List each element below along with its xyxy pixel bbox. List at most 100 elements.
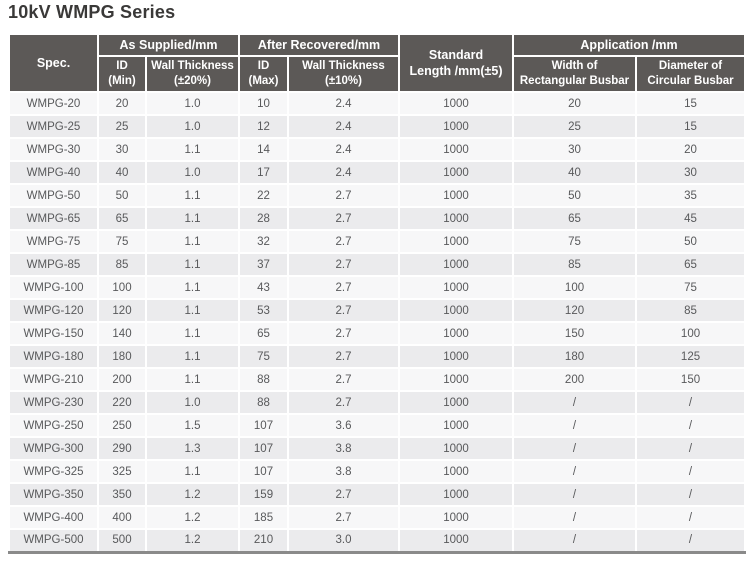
value-cell: / — [512, 413, 638, 438]
header-id-max-line1: ID — [257, 60, 270, 73]
value-cell: 2.7 — [286, 298, 401, 323]
table-header: Spec. As Supplied/mm After Recovered/mm … — [8, 33, 747, 93]
value-cell: 1.0 — [145, 91, 240, 116]
value-cell: 250 — [97, 413, 147, 438]
header-group-row: Spec. As Supplied/mm After Recovered/mm … — [8, 33, 747, 93]
value-cell: 3.8 — [286, 436, 401, 461]
value-cell: 1000 — [398, 413, 515, 438]
value-cell: 200 — [97, 367, 147, 392]
value-cell: 88 — [238, 390, 289, 415]
value-cell: 1000 — [398, 252, 515, 277]
header-group-after-recovered: After Recovered/mm — [237, 33, 401, 57]
value-cell: 2.7 — [286, 229, 401, 254]
spec-cell: WMPG-40 — [8, 160, 99, 185]
value-cell: 2.7 — [286, 252, 401, 277]
value-cell: 20 — [635, 137, 747, 162]
value-cell: 1.5 — [145, 413, 240, 438]
value-cell: / — [512, 505, 638, 530]
value-cell: 37 — [238, 252, 289, 277]
spec-cell: WMPG-75 — [8, 229, 99, 254]
value-cell: 150 — [635, 367, 747, 392]
value-cell: 1.1 — [145, 459, 240, 484]
spec-table: Spec. As Supplied/mm After Recovered/mm … — [8, 33, 747, 554]
value-cell: 100 — [512, 275, 638, 300]
value-cell: 290 — [97, 436, 147, 461]
value-cell: 1.1 — [145, 229, 240, 254]
value-cell: 1000 — [398, 183, 515, 208]
value-cell: 20 — [512, 91, 638, 116]
value-cell: 2.4 — [286, 137, 401, 162]
value-cell: 1000 — [398, 321, 515, 346]
value-cell: 20 — [97, 91, 147, 116]
header-sub-row: ID (Min) Wall Thickness (±20%) ID (Max) … — [9, 55, 747, 93]
header-id-max: ID (Max) — [238, 55, 289, 93]
value-cell: 30 — [635, 160, 747, 185]
value-cell: 22 — [238, 183, 289, 208]
value-cell: / — [635, 459, 747, 484]
table-row: WMPG-100 100 1.1 43 2.7 1000 100 75 — [8, 275, 747, 300]
value-cell: 1.2 — [145, 505, 240, 530]
value-cell: 1000 — [398, 482, 515, 507]
value-cell: 1000 — [398, 114, 515, 139]
value-cell: 88 — [238, 367, 289, 392]
value-cell: 140 — [97, 321, 147, 346]
value-cell: 107 — [238, 459, 289, 484]
value-cell: / — [635, 436, 747, 461]
table-row: WMPG-325 325 1.1 107 3.8 1000// — [8, 459, 747, 484]
value-cell: / — [512, 482, 638, 507]
header-diameter-circular-busbar: Diameter of Circular Busbar — [635, 55, 747, 93]
value-cell: / — [512, 390, 638, 415]
header-id-min-line2: (Min) — [108, 75, 136, 87]
header-standard-length-line2: Length /mm(±5) — [409, 64, 503, 78]
spec-cell: WMPG-150 — [8, 321, 99, 346]
table-row: WMPG-120 120 1.1 53 2.7 1000 120 85 — [8, 298, 747, 323]
value-cell: 1000 — [398, 91, 515, 116]
header-wall-thickness-20-line1: Wall Thickness — [151, 60, 234, 73]
table-row: WMPG-50 50 1.1 22 2.7 1000 50 35 — [8, 183, 747, 208]
value-cell: 40 — [97, 160, 147, 185]
value-cell: / — [512, 528, 638, 553]
value-cell: 40 — [512, 160, 638, 185]
table-row: WMPG-210 200 1.1 88 2.7 1000 200 150 — [8, 367, 747, 392]
value-cell: 1.1 — [145, 298, 240, 323]
table-row: WMPG-20 20 1.0 10 2.4 1000 20 15 — [8, 91, 747, 116]
value-cell: 3.0 — [286, 528, 401, 553]
value-cell: 15 — [635, 91, 747, 116]
table-row: WMPG-500 500 1.2 210 3.0 1000// — [8, 528, 747, 553]
value-cell: 32 — [238, 229, 289, 254]
value-cell: 65 — [512, 206, 638, 231]
value-cell: 1000 — [398, 459, 515, 484]
value-cell: 1.1 — [145, 206, 240, 231]
value-cell: 1.1 — [145, 252, 240, 277]
spec-cell: WMPG-230 — [8, 390, 99, 415]
table-row: WMPG-180 180 1.1 75 2.7 1000 180 125 — [8, 344, 747, 369]
header-standard-length-line1: Standard — [428, 47, 484, 62]
value-cell: 30 — [97, 137, 147, 162]
value-cell: 1.2 — [145, 528, 240, 553]
value-cell: 2.7 — [286, 482, 401, 507]
value-cell: 1000 — [398, 367, 515, 392]
value-cell: 1000 — [398, 160, 515, 185]
value-cell: 43 — [238, 275, 289, 300]
value-cell: 220 — [97, 390, 147, 415]
table-row: WMPG-150 140 1.1 65 2.7 1000 150 100 — [8, 321, 747, 346]
value-cell: 15 — [635, 114, 747, 139]
value-cell: 12 — [238, 114, 289, 139]
value-cell: 25 — [512, 114, 638, 139]
value-cell: / — [635, 390, 747, 415]
value-cell: 1.1 — [145, 275, 240, 300]
spec-cell: WMPG-85 — [8, 252, 99, 277]
spec-cell: WMPG-325 — [8, 459, 99, 484]
header-wall-thickness-10-line2: (±10%) — [325, 75, 362, 87]
value-cell: 180 — [512, 344, 638, 369]
value-cell: 1000 — [398, 206, 515, 231]
value-cell: 1.1 — [145, 367, 240, 392]
value-cell: 1000 — [398, 505, 515, 530]
header-width-rectangular-busbar-line2: Rectangular Busbar — [519, 75, 630, 87]
header-spec: Spec. — [8, 33, 99, 93]
value-cell: 85 — [512, 252, 638, 277]
value-cell: 1000 — [398, 390, 515, 415]
value-cell: 65 — [97, 206, 147, 231]
value-cell: 2.7 — [286, 183, 401, 208]
